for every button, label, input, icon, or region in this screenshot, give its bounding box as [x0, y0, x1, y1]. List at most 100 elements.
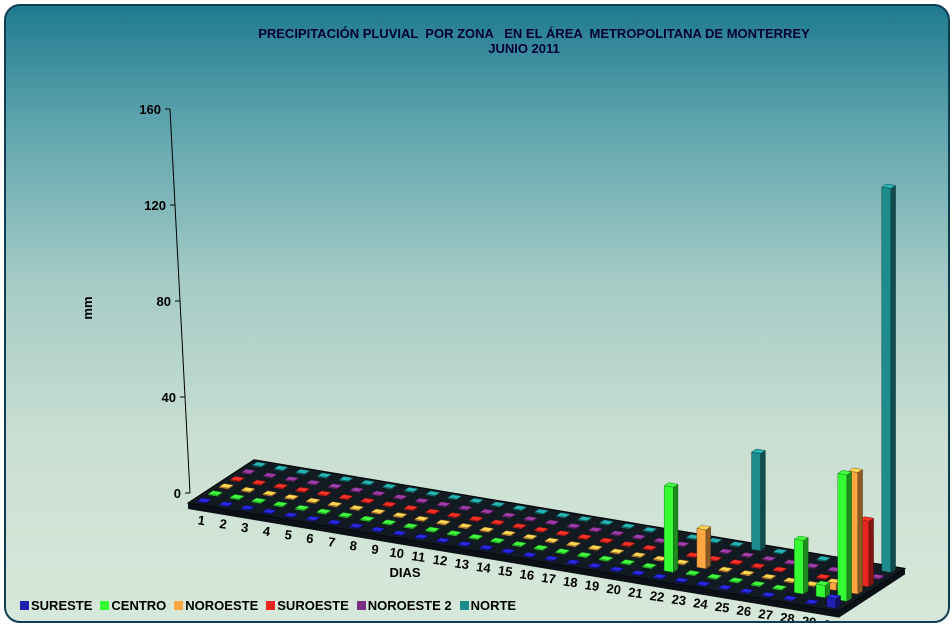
bar-centro-day-27 [772, 584, 788, 591]
bar-noroeste-2-day-27 [805, 563, 821, 570]
bar-noroeste-day-13 [479, 526, 495, 533]
bar-norte-day-10 [447, 494, 463, 501]
legend-label: NOROESTE [185, 598, 259, 613]
bar-sureste-day-27 [761, 591, 777, 599]
x-tick-label: 15 [497, 563, 513, 580]
x-tick-label: 7 [327, 534, 336, 550]
bar-noroeste-day-3 [262, 490, 278, 497]
x-tick-label: 18 [562, 573, 578, 590]
bar-sureste-day-7 [327, 519, 343, 526]
bar-suroeste-day-15 [533, 526, 549, 534]
chart-subtitle: JUNIO 2011 [488, 41, 560, 56]
x-tick-label: 6 [305, 531, 314, 547]
bar-noroeste-2-day-15 [544, 519, 560, 526]
bar-suroeste-day-14 [511, 523, 527, 530]
bar-noroeste-2-day-10 [436, 501, 452, 508]
chart-title: PRECIPITACIÓN PLUVIAL POR ZONA EN EL ÁRE… [258, 26, 810, 41]
bar-norte-day-7 [382, 483, 398, 490]
bar-norte-day-6 [360, 479, 376, 487]
bar-noroeste-2-day-3 [284, 476, 300, 483]
bar-norte-day-11 [468, 497, 484, 505]
legend-swatch [174, 601, 184, 610]
bar-noroeste-2-day-13 [501, 512, 517, 519]
bar-noroeste-day-15 [522, 533, 538, 541]
bar-centro-day-7 [338, 512, 354, 519]
bar-centro-day-13 [468, 533, 484, 541]
bar-sureste-day-24 [695, 580, 711, 588]
bar-sureste-day-19 [587, 562, 603, 570]
x-tick-label: 29 [801, 613, 817, 621]
floor-side-edge [839, 568, 905, 618]
legend-label: NOROESTE 2 [367, 598, 452, 613]
bar-norte-day-5 [338, 476, 354, 483]
bar-sureste-day-10 [392, 530, 408, 537]
bar-centro-day-17 [555, 548, 571, 555]
legend-swatch [459, 601, 469, 610]
bar-norte-day-1 [251, 461, 267, 468]
bar-noroeste-2-day-2 [262, 472, 278, 479]
bar-sureste-day-23 [674, 577, 690, 584]
bar-noroeste-2-day-1 [240, 468, 256, 476]
bar-noroeste-2-day-19 [631, 534, 647, 541]
bar-suroeste-day-19 [620, 541, 636, 548]
bar-norte-day-4 [316, 472, 332, 479]
x-tick-label: 24 [692, 595, 709, 612]
bar-sureste-day-2 [218, 501, 234, 508]
bar-centro-day-2 [229, 494, 245, 501]
legend-item-noroeste-2: NOROESTE 2 [356, 598, 452, 613]
bar-sureste-day-8 [348, 523, 364, 530]
bar-sureste-day-18 [565, 559, 581, 566]
bar-suroeste-day-9 [403, 505, 419, 512]
bar-centro-day-21 [641, 562, 657, 570]
bar-suroeste-day-28 [815, 573, 831, 581]
bar-noroeste-day-23 [696, 525, 712, 570]
bar-suroeste-day-17 [577, 534, 593, 541]
legend-swatch [356, 601, 366, 610]
bar-noroeste-day-26 [761, 573, 777, 581]
chart-frame: PRECIPITACIÓN PLUVIAL POR ZONA EN EL ÁRE… [4, 4, 950, 623]
bar-sureste-day-25 [717, 584, 733, 591]
bar-noroeste-2-day-11 [457, 505, 473, 512]
bar-suroeste-day-11 [446, 512, 462, 519]
bar-centro-day-4 [272, 501, 288, 508]
bar-suroeste-day-13 [490, 519, 506, 526]
bar-centro-day-24 [706, 573, 722, 581]
y-axis-label: mm [80, 296, 95, 319]
bar-noroeste-2-day-5 [327, 483, 343, 490]
bar-centro-day-23 [685, 570, 701, 577]
bar-norte-day-3 [295, 468, 311, 476]
bar-sureste-day-6 [305, 515, 321, 523]
bar-norte-day-30 [881, 183, 897, 573]
bar-norte-day-23 [729, 541, 745, 548]
x-tick-label: 23 [671, 592, 687, 609]
y-tick-label: 160 [139, 102, 161, 117]
x-tick-label: 8 [349, 538, 358, 554]
bar-centro-day-6 [316, 508, 332, 515]
bar-centro-day-19 [598, 555, 614, 562]
bar-norte-day-18 [620, 523, 636, 530]
bar-noroeste-day-7 [349, 505, 365, 512]
x-tick-label: 21 [627, 584, 643, 601]
bar-noroeste-day-17 [566, 541, 582, 548]
legend-label: CENTRO [111, 598, 167, 613]
legend-item-suroeste: SUROESTE [266, 598, 349, 613]
bar-suroeste-day-1 [229, 476, 245, 483]
chart-y-axis [165, 108, 191, 494]
chart-floor [186, 459, 907, 618]
bar-sureste-day-21 [630, 570, 646, 577]
bar-centro-day-12 [446, 530, 462, 537]
bar-noroeste-2-day-7 [371, 490, 387, 497]
legend-swatch [100, 601, 110, 610]
bar-noroeste-2-day-6 [349, 487, 365, 494]
bar-sureste-day-9 [370, 526, 386, 533]
bar-suroeste-day-6 [338, 494, 354, 501]
bar-suroeste-day-25 [750, 562, 766, 570]
bar-sureste-day-11 [413, 533, 429, 541]
bar-suroeste-day-3 [273, 483, 289, 490]
x-tick-label: 9 [370, 541, 379, 557]
bar-noroeste-day-25 [739, 570, 755, 577]
bar-sureste-day-3 [240, 504, 256, 512]
bar-norte-day-12 [490, 501, 506, 508]
bar-centro-day-20 [620, 559, 636, 566]
y-tick-labels: 0 40 80 120 160 [139, 102, 181, 501]
